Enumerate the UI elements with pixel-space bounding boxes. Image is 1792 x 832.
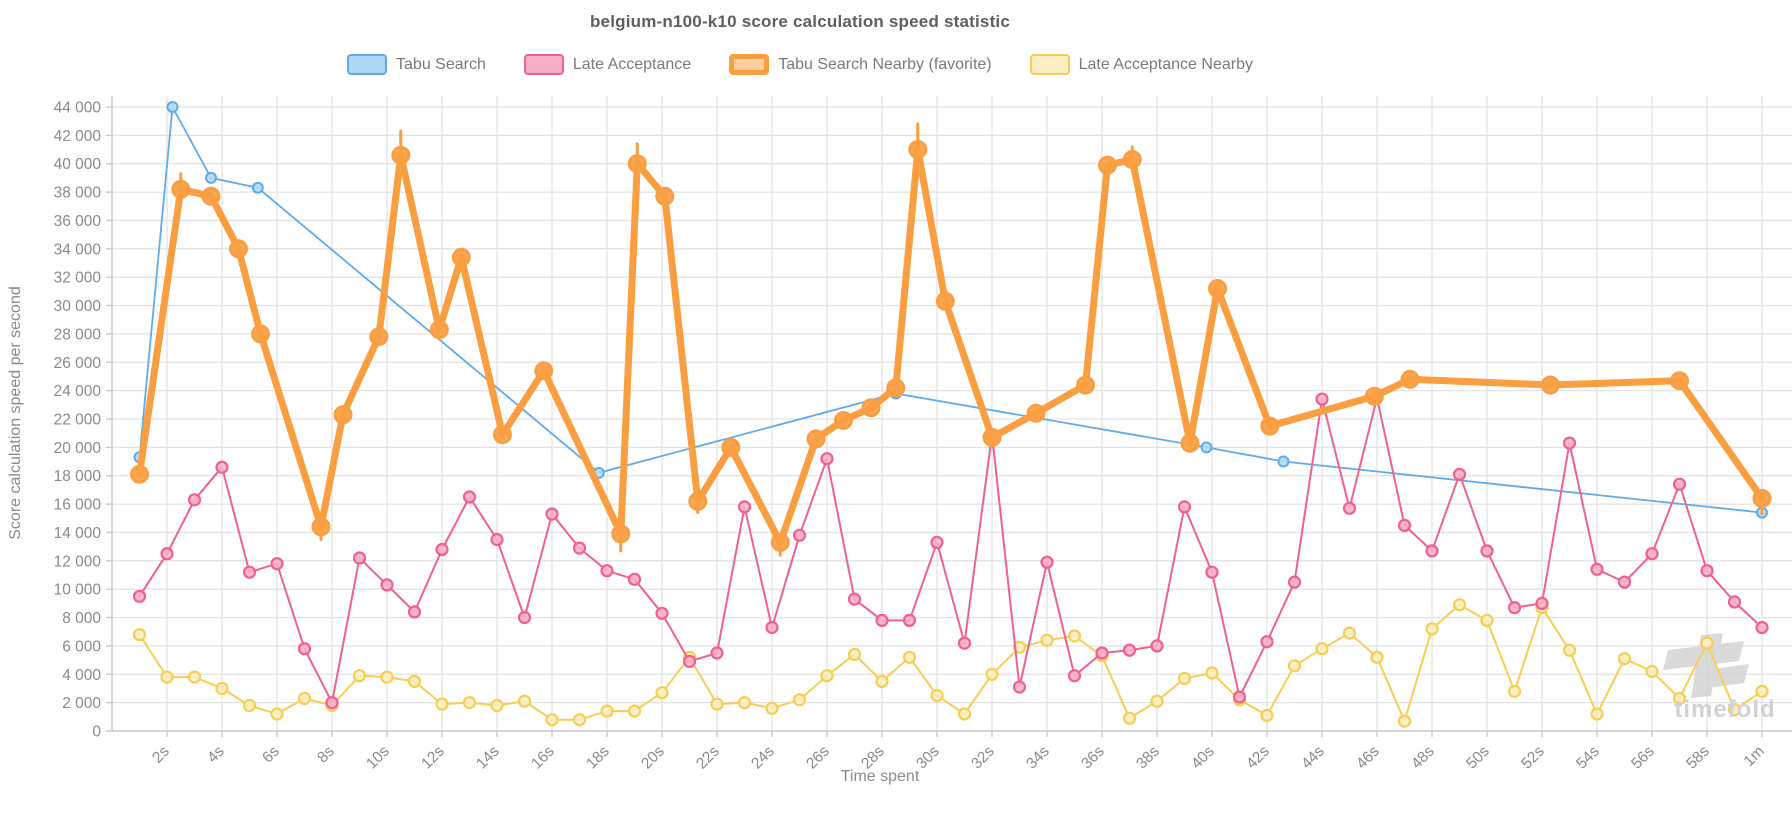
legend-item-late-acceptance-nearby: Late Acceptance Nearby <box>1029 54 1253 75</box>
svg-text:24 000: 24 000 <box>54 383 102 400</box>
svg-text:30 000: 30 000 <box>54 298 102 315</box>
svg-text:1m: 1m <box>1741 743 1768 770</box>
svg-text:2 000: 2 000 <box>62 695 101 712</box>
svg-text:2s: 2s <box>149 743 173 767</box>
legend-item-tabu-search-nearby-favorite: Tabu Search Nearby (favorite) <box>729 54 992 75</box>
y-tick-labels: 0 2 000 4 000 6 000 8 000 10 000 12 000 14 000 1… <box>54 100 102 741</box>
svg-text:38 000: 38 000 <box>54 185 102 202</box>
svg-text:20 000: 20 000 <box>54 440 102 457</box>
series-late-acceptance <box>132 391 1769 710</box>
axes <box>106 96 1792 737</box>
y-axis-title: Score calculation speed per second <box>7 286 24 540</box>
svg-text:4s: 4s <box>204 743 228 767</box>
watermark-text: timefold <box>1674 696 1776 723</box>
svg-text:4 000: 4 000 <box>62 667 101 684</box>
legend-label: Tabu Search Nearby (favorite) <box>778 55 992 73</box>
legend-swatch <box>523 54 564 75</box>
gridlines <box>112 96 1792 732</box>
svg-text:16 000: 16 000 <box>54 497 102 514</box>
svg-text:8 000: 8 000 <box>62 610 101 627</box>
svg-text:12 000: 12 000 <box>54 553 102 570</box>
svg-text:18 000: 18 000 <box>54 468 102 485</box>
x-axis-title: Time spent <box>840 768 920 785</box>
svg-text:42 000: 42 000 <box>54 128 102 145</box>
svg-text:44 000: 44 000 <box>54 100 102 117</box>
legend-item-tabu-search: Tabu Search <box>347 54 486 75</box>
svg-text:6 000: 6 000 <box>62 638 101 655</box>
legend-label: Late Acceptance <box>572 55 692 73</box>
legend-label: Tabu Search <box>396 55 486 73</box>
chart-title: belgium-n100-k10 score calculation speed… <box>589 12 1011 31</box>
svg-text:14 000: 14 000 <box>54 525 102 542</box>
svg-text:36 000: 36 000 <box>54 213 102 230</box>
svg-text:10 000: 10 000 <box>54 582 102 599</box>
svg-text:8s: 8s <box>314 743 338 767</box>
legend-swatch <box>1029 54 1070 75</box>
legend-item-late-acceptance: Late Acceptance <box>523 54 692 75</box>
svg-text:40 000: 40 000 <box>54 156 102 173</box>
svg-text:34 000: 34 000 <box>54 241 102 258</box>
svg-text:0: 0 <box>92 724 101 741</box>
svg-text:28 000: 28 000 <box>54 326 102 343</box>
svg-text:26 000: 26 000 <box>54 355 102 372</box>
legend-swatch <box>729 54 770 75</box>
legend-swatch <box>347 54 388 75</box>
svg-text:6s: 6s <box>259 743 283 767</box>
chart-legend: Tabu Search Late Acceptance Tabu Search Ne… <box>0 54 1600 75</box>
svg-text:22 000: 22 000 <box>54 412 102 429</box>
series-tabu-search-nearby-favorite <box>130 122 1772 557</box>
series-late-acceptance-nearby <box>132 598 1769 728</box>
legend-label: Late Acceptance Nearby <box>1078 55 1253 73</box>
svg-text:32 000: 32 000 <box>54 270 102 287</box>
